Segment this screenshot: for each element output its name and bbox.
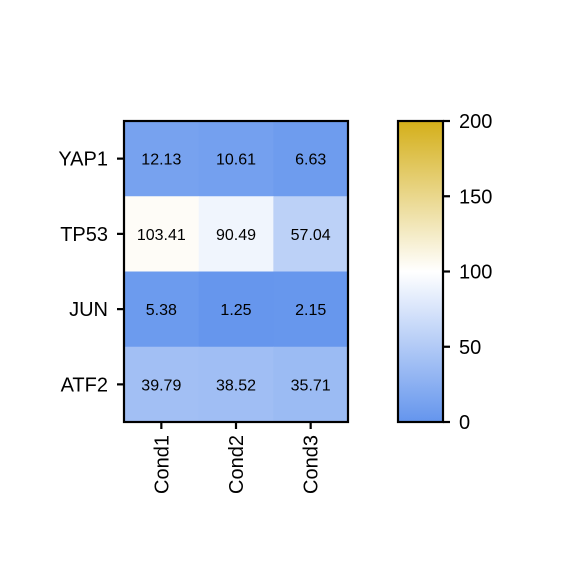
heatmap-cell bbox=[124, 271, 200, 348]
column-tick-label: Cond1 bbox=[151, 435, 173, 494]
cell-value-label: 38.52 bbox=[216, 377, 256, 394]
heatmap-cell bbox=[273, 271, 349, 348]
heatmap-cell bbox=[273, 121, 349, 197]
cell-value-label: 103.41 bbox=[137, 227, 186, 244]
colorbar-gradient bbox=[396, 119, 445, 424]
cell-value-label: 12.13 bbox=[141, 152, 181, 169]
cell-value-label: 10.61 bbox=[216, 152, 256, 169]
heatmap-cell bbox=[124, 346, 200, 423]
cell-value-label: 57.04 bbox=[291, 227, 331, 244]
heatmap-cell bbox=[273, 346, 349, 423]
row-axis: YAP1 TP53 JUN ATF2 bbox=[58, 149, 124, 396]
row-tick-label: ATF2 bbox=[61, 374, 108, 396]
colorbar-tick-label: 0 bbox=[459, 412, 470, 434]
column-tick-label: Cond2 bbox=[226, 435, 248, 494]
heatmap-cell bbox=[198, 346, 274, 423]
cell-value-label: 5.38 bbox=[146, 302, 177, 319]
cell-value-label: 39.79 bbox=[141, 377, 181, 394]
heatmap-cells: 12.13 10.61 6.63 103.41 90.49 57.04 5.38 1.25 2.… bbox=[124, 121, 349, 423]
cell-value-label: 2.15 bbox=[295, 302, 326, 319]
heatmap-cell bbox=[198, 271, 274, 348]
column-tick-label: Cond3 bbox=[301, 435, 323, 494]
row-tick-label: JUN bbox=[69, 299, 108, 321]
row-tick-label: YAP1 bbox=[58, 149, 108, 171]
heatmap-cell bbox=[198, 196, 274, 272]
colorbar-tick-label: 50 bbox=[459, 337, 481, 359]
cell-value-label: 90.49 bbox=[216, 227, 256, 244]
cell-value-label: 6.63 bbox=[295, 152, 326, 169]
cell-value-label: 35.71 bbox=[291, 377, 331, 394]
cell-value-label: 1.25 bbox=[220, 302, 251, 319]
colorbar-tick-label: 150 bbox=[459, 186, 492, 208]
colorbar-tick-label: 200 bbox=[459, 111, 492, 133]
heatmap-cell bbox=[198, 121, 274, 197]
colorbar-tick-label: 100 bbox=[459, 262, 492, 284]
row-tick-label: TP53 bbox=[60, 224, 108, 246]
heatmap-cell bbox=[124, 196, 200, 272]
heatmap-cell bbox=[273, 196, 349, 272]
column-axis: Cond1 Cond2 Cond3 bbox=[151, 422, 323, 494]
heatmap-cell bbox=[124, 121, 200, 197]
colorbar: 0 50 100 150 200 bbox=[396, 111, 492, 434]
